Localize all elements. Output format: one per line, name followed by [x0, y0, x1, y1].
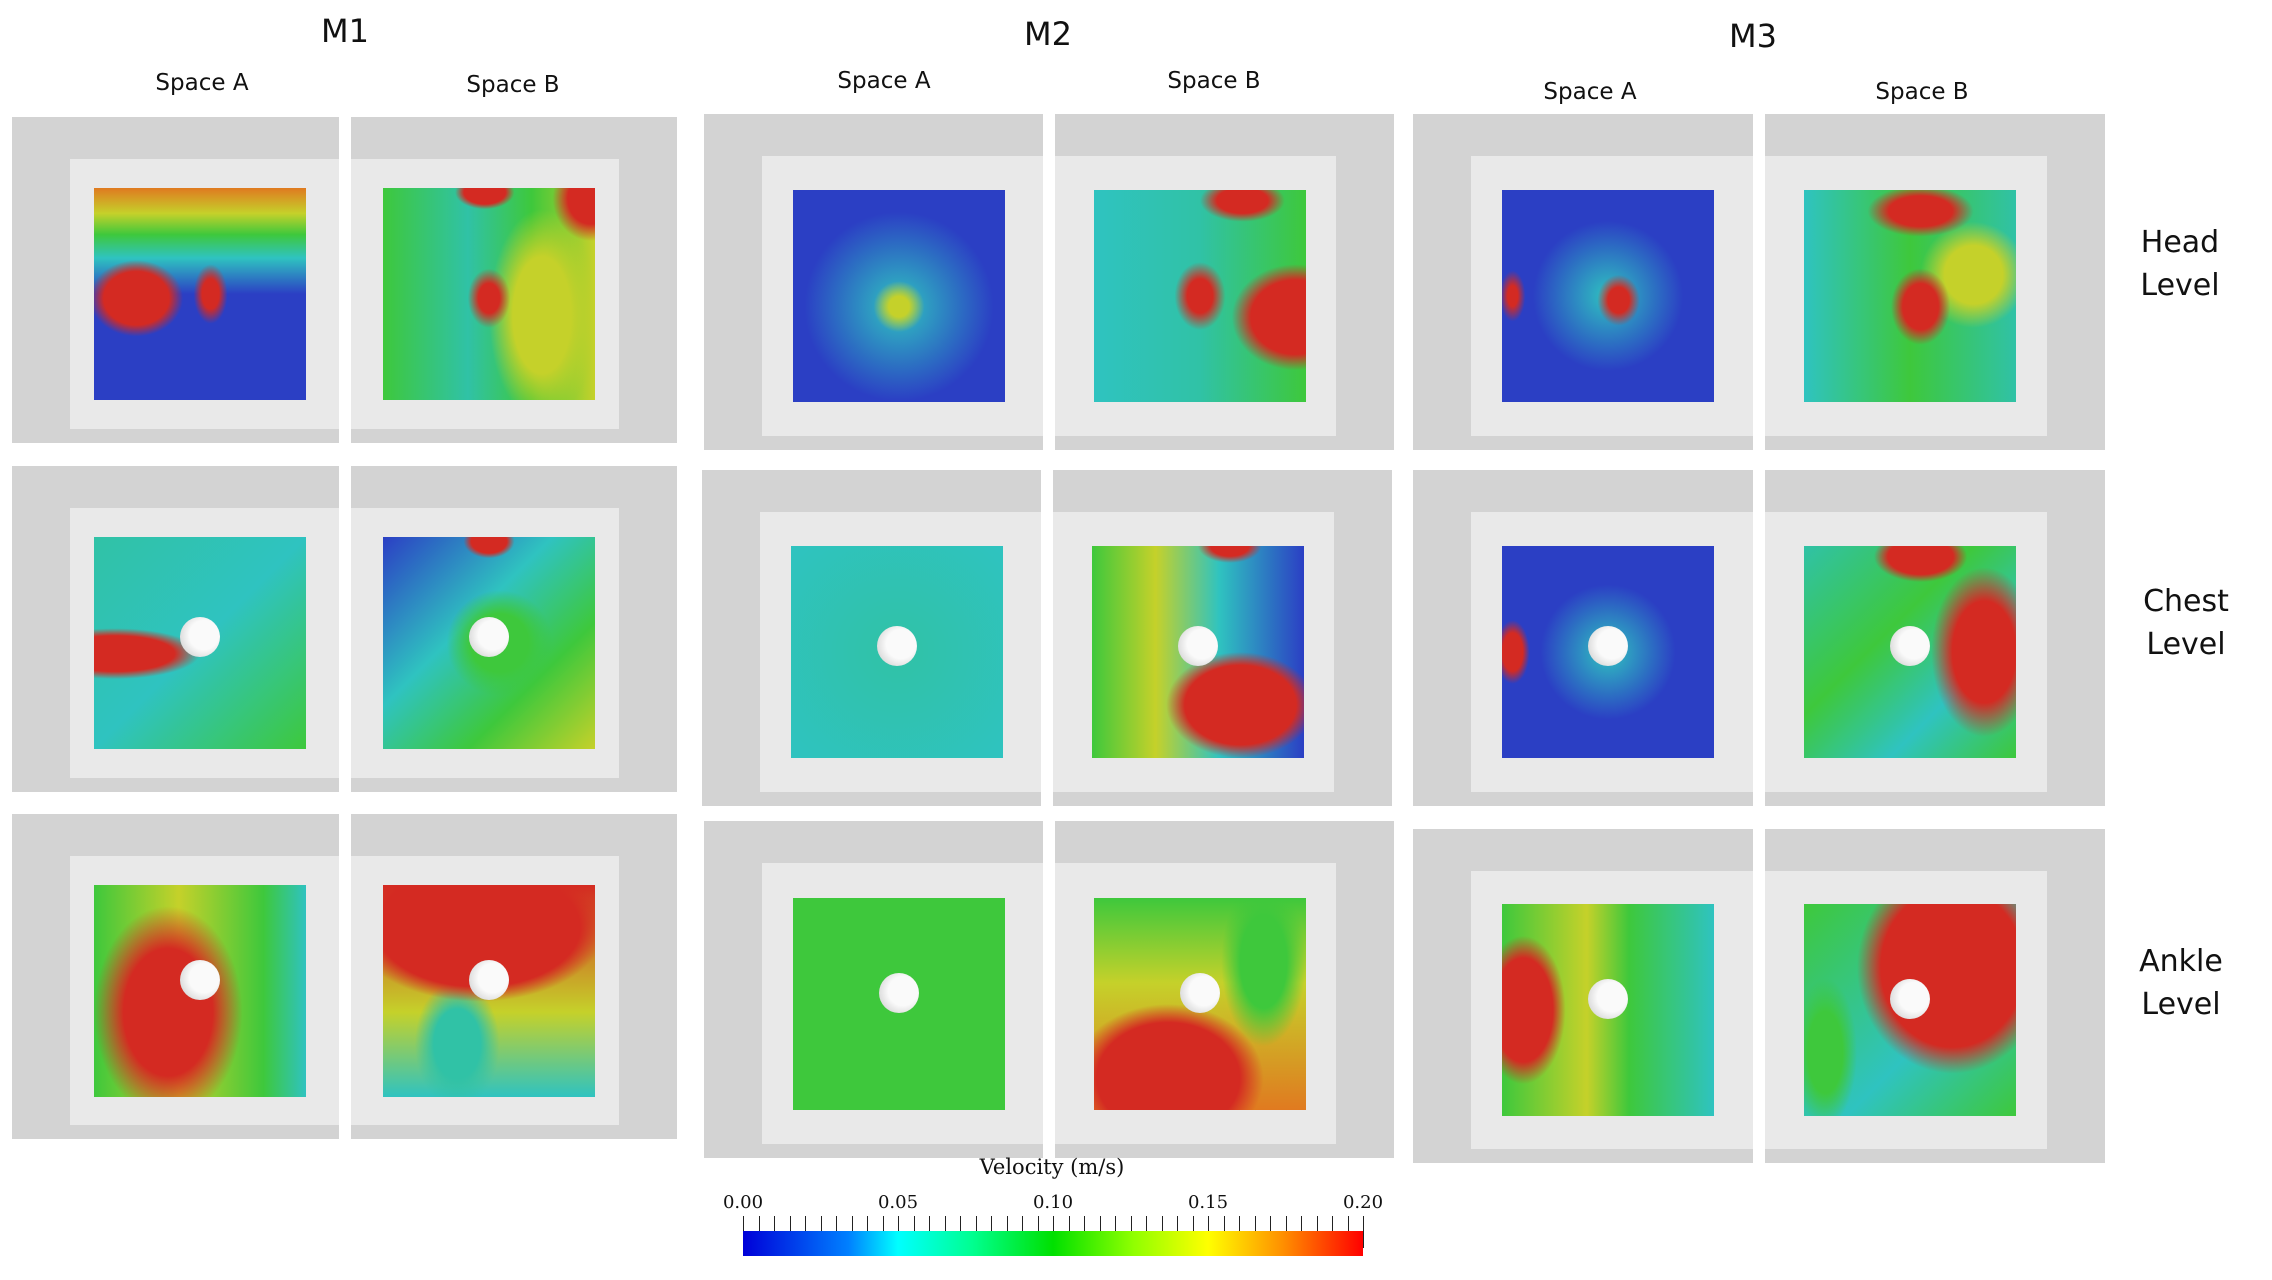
- room-m3-b-chest: [1765, 470, 2105, 806]
- room-m1-b-ankle: [350, 814, 677, 1139]
- colorbar-tick: [1130, 1216, 1132, 1231]
- colorbar-tick: [1177, 1216, 1178, 1231]
- room-m3-b-ankle: [1765, 829, 2105, 1163]
- colorbar-tick: [1223, 1216, 1225, 1231]
- room-m3-a-ankle: [1413, 829, 1753, 1163]
- colorbar-tick-label: 0.10: [1032, 1192, 1074, 1213]
- colorbar-tick: [1146, 1216, 1147, 1231]
- colorbar-tick: [1316, 1216, 1318, 1231]
- space-label-m1-a: Space A: [155, 70, 249, 96]
- room-m2-b-ankle: [1055, 821, 1394, 1158]
- colorbar-tick: [1192, 1216, 1194, 1231]
- colorbar-tick: [960, 1216, 961, 1231]
- row-label-chest: Chest Level: [2143, 580, 2229, 666]
- manikin-icon: [878, 972, 919, 1013]
- room-m1-b-head: [350, 117, 677, 443]
- row-label-line: Level: [2146, 627, 2226, 662]
- colorbar-tick: [774, 1216, 775, 1231]
- room-m1-a-ankle: [12, 814, 339, 1139]
- colorbar-tick: [789, 1216, 791, 1231]
- colorbar-tick: [1115, 1216, 1116, 1231]
- column-title-m1: M1: [321, 12, 369, 50]
- colorbar-tick: [820, 1216, 822, 1231]
- row-label-ankle: Ankle Level: [2139, 940, 2223, 1026]
- room-m3-a-chest: [1413, 470, 1753, 806]
- manikin-icon: [1890, 626, 1930, 666]
- colorbar-tick: [1099, 1216, 1101, 1231]
- room-m2-b-head: [1055, 114, 1394, 450]
- colorbar-tick-label: 0.05: [877, 1192, 919, 1213]
- colorbar-tick: [805, 1216, 806, 1231]
- colorbar-tick: [851, 1216, 853, 1231]
- column-title-m2: M2: [1024, 15, 1072, 53]
- colorbar-tick-label: 0.00: [722, 1192, 764, 1213]
- manikin-icon: [1179, 972, 1220, 1013]
- colorbar-tick-label: 0.20: [1342, 1192, 1384, 1213]
- colorbar-tick: [929, 1216, 930, 1231]
- manikin-icon: [180, 959, 221, 1000]
- manikin-icon: [1177, 626, 1218, 666]
- column-title-m3: M3: [1729, 17, 1777, 55]
- colorbar-tick: [758, 1216, 760, 1231]
- room-m3-b-head: [1765, 114, 2105, 450]
- velocity-contour: [1093, 190, 1306, 402]
- space-label-m3-b: Space B: [1875, 79, 1969, 105]
- velocity-contour: [94, 188, 307, 400]
- manikin-icon: [876, 626, 917, 666]
- velocity-contour: [382, 188, 595, 400]
- colorbar-tick: [1363, 1216, 1364, 1248]
- colorbar-tick: [1332, 1216, 1333, 1231]
- colorbar-tick: [991, 1216, 992, 1231]
- velocity-contour: [1804, 190, 2016, 402]
- manikin-icon: [468, 617, 509, 657]
- manikin-icon: [468, 959, 509, 1000]
- row-label-line: Chest: [2143, 584, 2229, 619]
- colorbar-tick: [1301, 1216, 1302, 1231]
- space-label-m3-a: Space A: [1543, 79, 1637, 105]
- colorbar-tick: [1022, 1216, 1023, 1231]
- colorbar-tick: [867, 1216, 868, 1231]
- space-label-m2-a: Space A: [837, 68, 931, 94]
- colorbar-tick: [913, 1216, 915, 1231]
- colorbar-tick: [975, 1216, 977, 1231]
- colorbar-title: Velocity (m/s): [979, 1155, 1125, 1179]
- room-m3-a-head: [1413, 114, 1753, 450]
- colorbar: [743, 1231, 1363, 1256]
- velocity-contour: [792, 190, 1005, 402]
- colorbar-tick: [1084, 1216, 1085, 1231]
- colorbar-tick: [1239, 1216, 1240, 1231]
- colorbar-tick-label: 0.15: [1187, 1192, 1229, 1213]
- colorbar-tick: [1037, 1216, 1039, 1231]
- room-m2-b-chest: [1053, 470, 1392, 806]
- room-m1-b-chest: [350, 466, 677, 792]
- room-m1-a-head: [12, 117, 339, 443]
- space-label-m2-b: Space B: [1167, 68, 1261, 94]
- colorbar-tick: [1254, 1216, 1256, 1231]
- colorbar-tick: [1068, 1216, 1070, 1231]
- room-m1-a-chest: [12, 466, 339, 792]
- colorbar-tick: [944, 1216, 946, 1231]
- colorbar-tick: [1347, 1216, 1349, 1231]
- space-label-m1-b: Space B: [466, 72, 560, 98]
- row-label-head: Head Level: [2140, 221, 2219, 307]
- row-label-line: Level: [2141, 987, 2221, 1022]
- room-m2-a-ankle: [704, 821, 1043, 1158]
- manikin-icon: [180, 617, 221, 657]
- colorbar-tick: [1285, 1216, 1287, 1231]
- manikin-icon: [1890, 979, 1930, 1019]
- colorbar-tick: [1006, 1216, 1008, 1231]
- manikin-icon: [1588, 979, 1628, 1019]
- colorbar-tick: [882, 1216, 884, 1231]
- manikin-icon: [1588, 626, 1628, 666]
- room-m2-a-head: [704, 114, 1043, 450]
- room-m2-a-chest: [702, 470, 1041, 806]
- velocity-contour: [1502, 190, 1714, 402]
- colorbar-tick: [1161, 1216, 1163, 1231]
- colorbar-tick: [836, 1216, 837, 1231]
- row-label-line: Level: [2140, 268, 2220, 303]
- row-label-line: Head: [2140, 225, 2220, 260]
- row-label-line: Ankle: [2139, 944, 2223, 979]
- colorbar-tick: [1270, 1216, 1271, 1231]
